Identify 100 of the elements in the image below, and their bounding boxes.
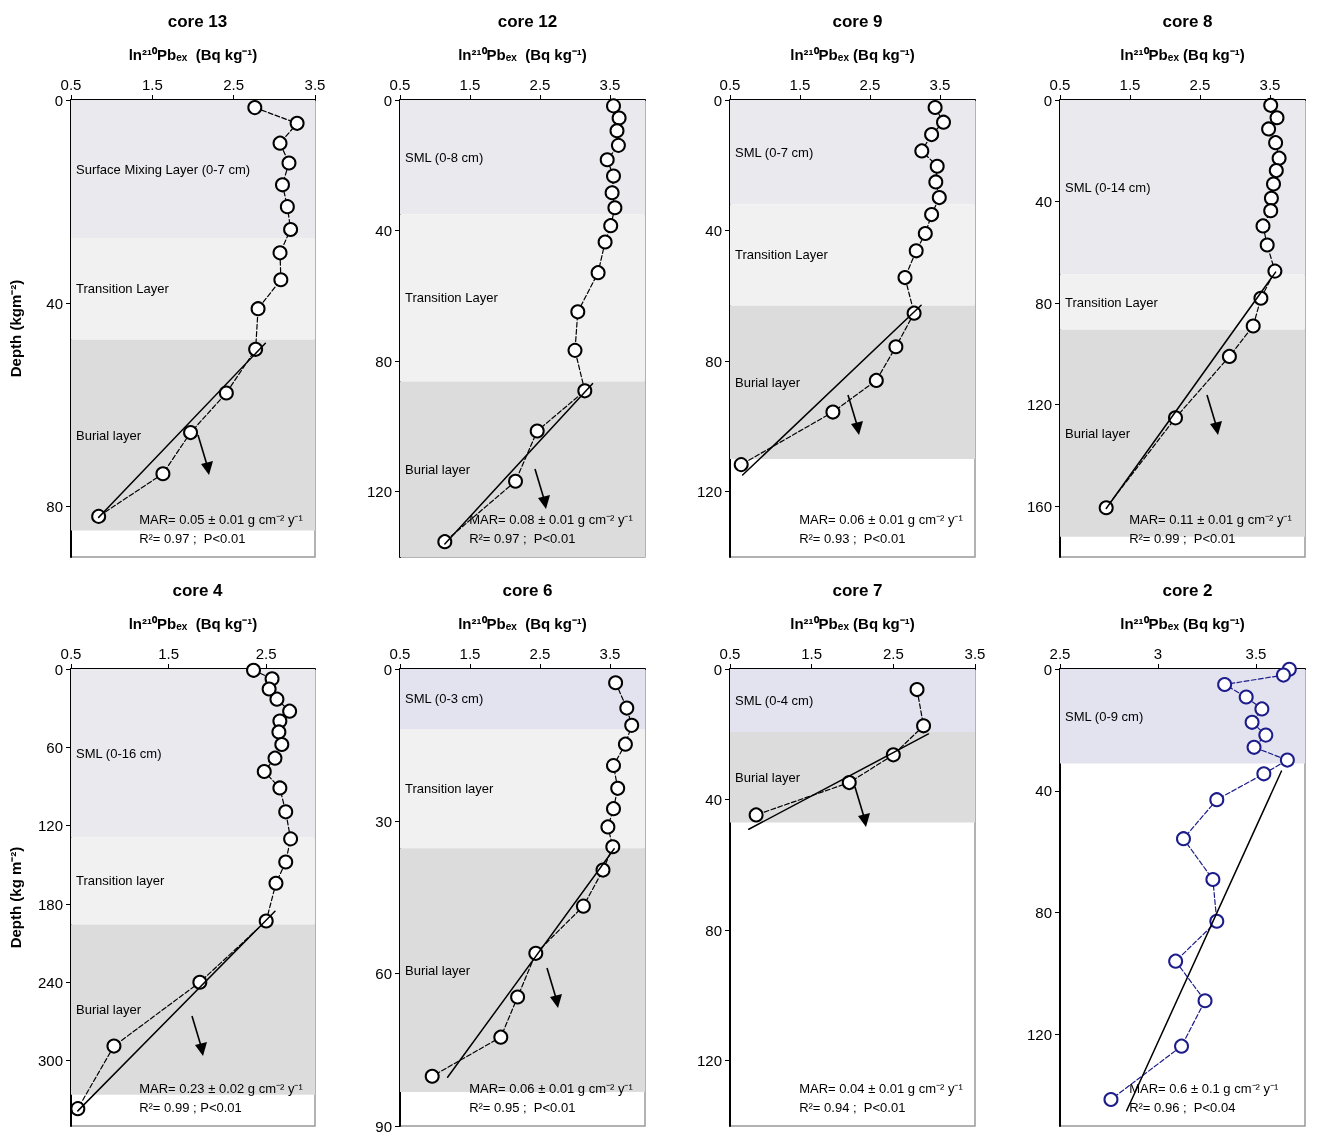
y-tick-label: 240 <box>37 973 63 991</box>
x-tick-label: 0.5 <box>389 76 411 93</box>
band-label: SML (0-16 cm) <box>76 745 162 761</box>
point <box>1098 500 1114 516</box>
x-tick-label: 2.5 <box>882 645 904 662</box>
point <box>1168 953 1184 969</box>
y-tick-label: 0 <box>54 660 63 678</box>
y-tick-label: 0 <box>713 660 722 678</box>
point <box>1263 97 1279 113</box>
point <box>599 152 615 168</box>
band-label: Transition Layer <box>405 290 499 306</box>
band-label: Transition Layer <box>76 281 170 297</box>
point <box>606 801 621 817</box>
annotation: MAR= 0.08 ± 0.01 g cm⁻² y⁻¹ <box>469 512 634 527</box>
point <box>218 385 234 401</box>
band-label: Burial layer <box>405 962 471 978</box>
point <box>508 473 523 489</box>
y-tick-label: 120 <box>1026 396 1052 414</box>
x-tick-label: 0.5 <box>719 645 741 662</box>
x-tick-label: 3.5 <box>599 645 621 662</box>
point <box>1279 752 1295 768</box>
annotation: MAR= 0.06 ± 0.01 g cm⁻² y⁻¹ <box>469 1081 634 1096</box>
x-axis-title: ln²¹⁰Pbₑₓ (Bq kg⁻¹) <box>128 615 258 632</box>
point <box>247 100 263 116</box>
point <box>1256 766 1272 782</box>
y-tick-label: 300 <box>37 1052 63 1070</box>
point <box>1267 263 1283 279</box>
x-axis-title: ln²¹⁰Pbₑₓ (Bq kg⁻¹) <box>1120 615 1245 632</box>
point <box>868 372 884 388</box>
annotation: R²= 0.99 ; P<0.01 <box>1129 531 1236 546</box>
point <box>1254 701 1270 717</box>
x-tick-label: 0.5 <box>60 645 82 662</box>
point <box>271 724 287 740</box>
point <box>272 780 288 796</box>
x-tick-label: 2.5 <box>255 645 277 662</box>
x-axis-title: ln²¹⁰Pbₑₓ (Bq kg⁻¹) <box>458 46 587 63</box>
band-label: Burial layer <box>1065 425 1131 441</box>
y-tick-label: 80 <box>375 352 392 370</box>
point <box>604 185 620 201</box>
band-label: SML (0-14 cm) <box>1065 179 1151 195</box>
band-label: SML (0-3 cm) <box>405 691 484 707</box>
y-tick-label: 90 <box>375 1117 392 1135</box>
band-label: SML (0-4 cm) <box>735 693 814 708</box>
annotation: R²= 0.93 ; P<0.01 <box>799 531 906 546</box>
x-tick-label: 1.5 <box>801 645 823 662</box>
y-tick-label: 80 <box>1035 294 1052 312</box>
point <box>1245 318 1261 334</box>
chart-title: core 8 <box>1162 12 1213 31</box>
y-tick-label: 40 <box>1035 193 1052 211</box>
annotation: MAR= 0.05 ± 0.01 g cm⁻² y⁻¹ <box>139 512 304 527</box>
point <box>1255 218 1271 234</box>
point <box>437 534 453 550</box>
x-tick-label: 1.5 <box>158 645 180 662</box>
point <box>1268 135 1284 151</box>
point <box>605 839 621 855</box>
point <box>600 819 616 835</box>
point <box>575 898 591 914</box>
point <box>1275 667 1291 683</box>
x-tick-label: 1.5 <box>1119 76 1141 93</box>
point <box>1259 237 1275 253</box>
annotation: R²= 0.96 ; P<0.04 <box>1129 1100 1236 1115</box>
y-tick-label: 120 <box>1026 1026 1052 1044</box>
point <box>278 804 294 820</box>
point <box>289 115 305 131</box>
point <box>841 775 857 791</box>
x-tick-label: 0.5 <box>60 76 82 93</box>
y-tick-label: 80 <box>46 497 63 515</box>
point <box>250 301 266 317</box>
point <box>274 177 290 193</box>
y-tick-label: 30 <box>375 812 392 830</box>
point <box>917 226 933 242</box>
point <box>283 221 299 237</box>
band-label: SML (0-7 cm) <box>735 144 814 160</box>
y-tick-label: 120 <box>37 817 63 835</box>
point <box>1174 1038 1190 1054</box>
point <box>610 780 626 796</box>
point <box>916 718 932 734</box>
band-label: Burial layer <box>405 461 471 477</box>
annotation: MAR= 0.23 ± 0.02 g cm⁻² y⁻¹ <box>139 1081 304 1096</box>
point <box>155 466 171 482</box>
point <box>283 831 299 847</box>
point <box>619 700 635 716</box>
band-label: Burial layer <box>735 374 801 390</box>
band-label: Transition layer <box>405 781 495 797</box>
point <box>279 199 295 215</box>
point <box>1261 121 1277 137</box>
y-tick-label: 0 <box>54 91 63 109</box>
x-tick-label: 3.5 <box>1259 76 1281 93</box>
point <box>567 342 583 358</box>
point <box>603 218 619 234</box>
point <box>1221 348 1237 364</box>
point <box>908 243 924 259</box>
point <box>611 110 627 126</box>
point <box>272 135 288 151</box>
point <box>282 703 298 719</box>
point <box>733 457 749 473</box>
x-axis-title: ln²¹⁰Pbₑₓ (Bq kg⁻¹) <box>790 615 915 632</box>
point <box>278 854 294 870</box>
point <box>1269 110 1285 126</box>
y-tick-label: 80 <box>705 921 722 939</box>
